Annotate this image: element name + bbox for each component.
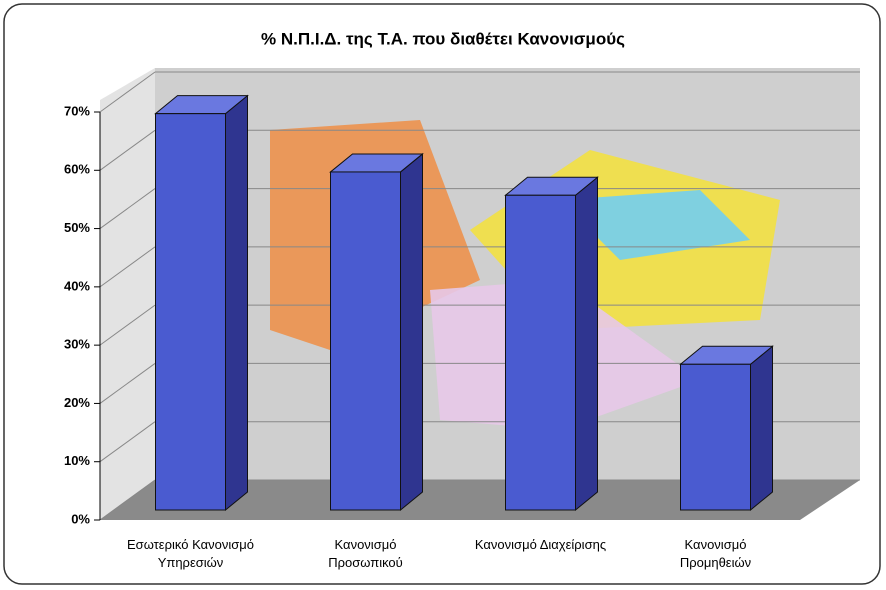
grid-line <box>99 188 156 229</box>
bar-side <box>750 345 773 512</box>
y-tick-label: 60% <box>64 162 90 177</box>
bar <box>505 194 576 511</box>
bar <box>330 171 401 511</box>
grid-line <box>99 129 156 171</box>
y-tick-label: 40% <box>64 278 90 293</box>
grid-line <box>99 71 156 113</box>
x-tick-label: Κανονισμό Διαχείρισης <box>474 537 607 552</box>
grid-line <box>99 246 156 288</box>
y-tick-label: 0% <box>71 511 90 526</box>
bar-side <box>225 94 248 512</box>
x-tick-label: Κανονισμό Προμηθειών <box>679 537 752 570</box>
grid-line <box>99 304 156 346</box>
y-tick-label: 10% <box>64 453 90 468</box>
floor <box>100 480 860 520</box>
y-tick-label: 20% <box>64 395 90 410</box>
bar <box>680 363 751 511</box>
bar-side <box>575 176 598 512</box>
decor <box>560 190 750 260</box>
y-tick-label: 30% <box>64 337 90 352</box>
x-tick-label: Κανονισμό Προσωπικού <box>328 537 403 570</box>
grid-line <box>99 479 156 521</box>
grid-line <box>99 363 156 404</box>
bar <box>155 113 226 511</box>
bar-side <box>400 152 423 512</box>
chart-title: % Ν.Π.Ι.Δ. της Τ.Α. που διαθέτει Κανονισ… <box>261 29 625 48</box>
left-wall <box>100 68 155 520</box>
y-tick-label: 70% <box>64 103 90 118</box>
y-tick-label: 50% <box>64 220 90 235</box>
x-tick-label: Εσωτερικό Κανονισμό Υπηρεσιών <box>127 537 254 570</box>
grid-line <box>99 421 156 463</box>
